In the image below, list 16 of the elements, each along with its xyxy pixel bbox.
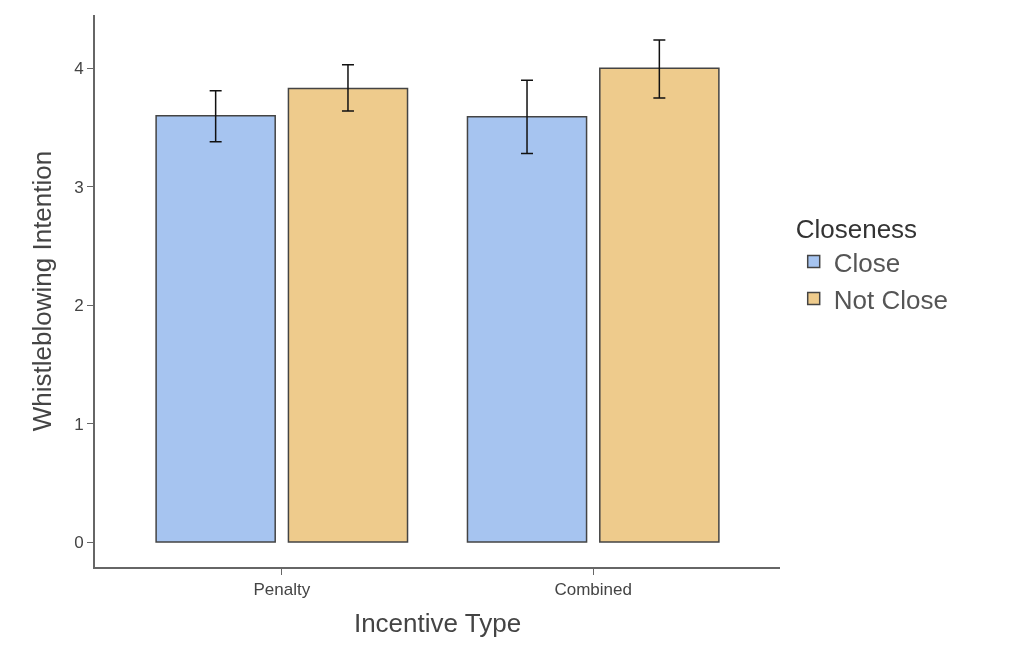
- legend-label: Close: [833, 247, 901, 278]
- y-tick-label: 0: [74, 533, 84, 553]
- x-tick-label: Penalty: [253, 580, 311, 600]
- bar: [466, 116, 588, 543]
- legend-label: Not Close: [833, 284, 948, 315]
- y-tick-label: 1: [74, 414, 84, 434]
- legend-title: Closeness: [795, 214, 918, 245]
- y-tick-label: 4: [74, 59, 84, 79]
- y-tick-label: 3: [74, 177, 84, 197]
- bar: [599, 67, 720, 543]
- x-tick-label: Combined: [554, 580, 632, 600]
- y-tick-label: 2: [74, 296, 84, 316]
- bar: [155, 114, 276, 543]
- x-axis-title: Incentive Type: [353, 607, 522, 638]
- y-axis-title: Whistleblowing Intention: [27, 150, 58, 432]
- bar: [287, 87, 409, 543]
